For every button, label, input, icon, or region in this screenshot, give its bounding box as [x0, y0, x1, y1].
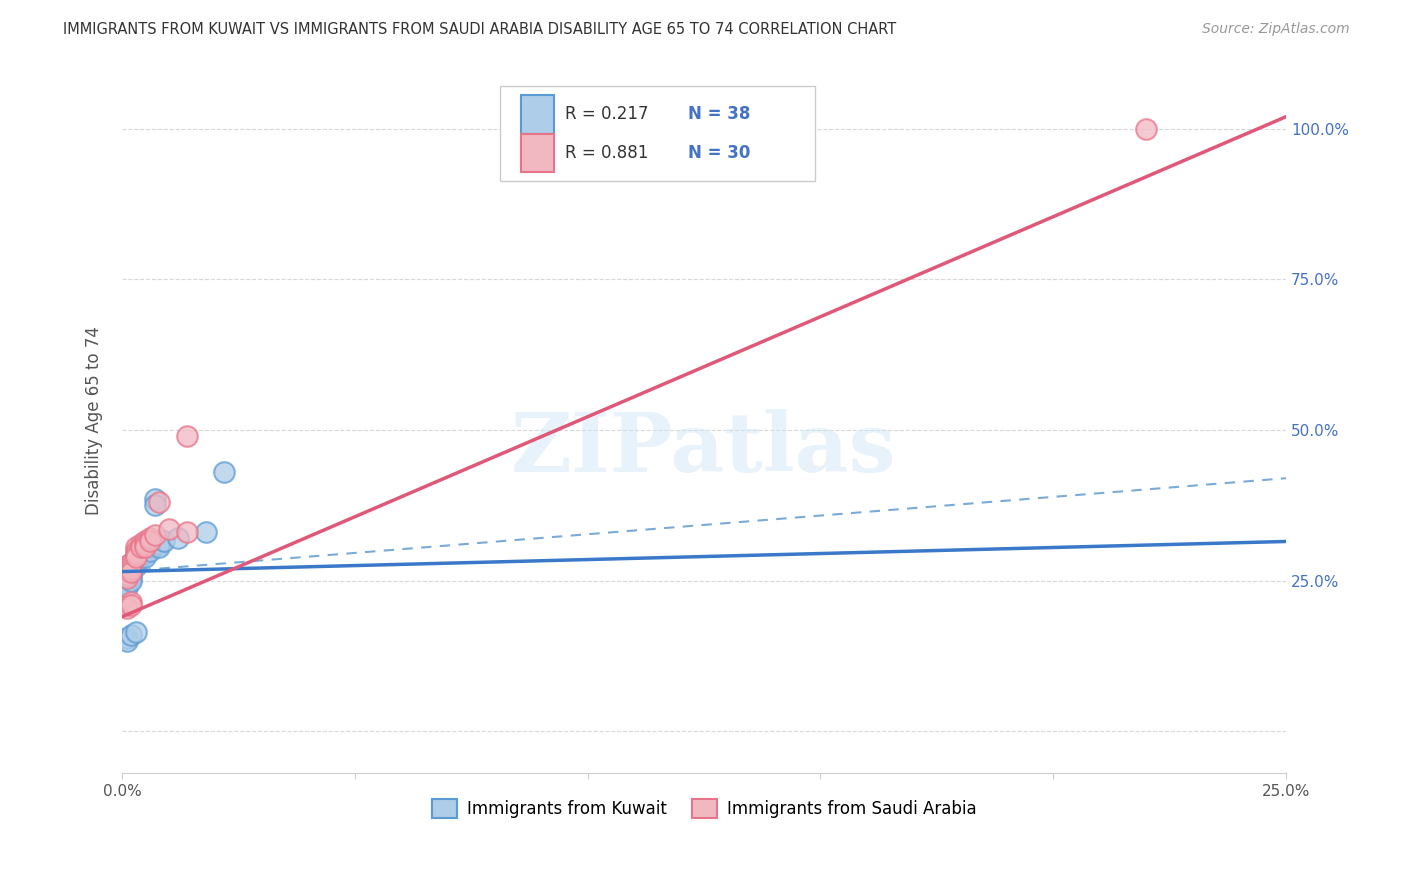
FancyBboxPatch shape [522, 134, 554, 172]
Point [115, 633, 138, 648]
Point [143, 528, 166, 542]
Point [115, 571, 138, 585]
Point [115, 598, 138, 612]
Point [153, 534, 176, 549]
Point [125, 543, 148, 558]
Point [120, 567, 142, 582]
Point [120, 571, 142, 585]
Point [120, 595, 142, 609]
Point [125, 624, 148, 639]
Y-axis label: Disability Age 65 to 74: Disability Age 65 to 74 [86, 326, 103, 516]
Point [176, 525, 198, 540]
Point [115, 580, 138, 594]
Point [115, 574, 138, 588]
Point [148, 537, 170, 551]
Point [115, 558, 138, 573]
Point [143, 492, 166, 507]
Point [139, 532, 162, 546]
Point [214, 465, 236, 479]
Point [134, 541, 156, 555]
Point [134, 549, 156, 564]
Point [125, 549, 148, 564]
Point [167, 532, 190, 546]
Text: R = 0.217: R = 0.217 [565, 105, 650, 123]
Point [148, 495, 170, 509]
Point [115, 576, 138, 591]
Point [134, 534, 156, 549]
Point [115, 631, 138, 645]
Point [115, 561, 138, 575]
FancyBboxPatch shape [522, 95, 554, 134]
Point [120, 565, 142, 579]
Point [139, 543, 162, 558]
Point [120, 598, 142, 612]
Text: Source: ZipAtlas.com: Source: ZipAtlas.com [1202, 22, 1350, 37]
Point [115, 558, 138, 573]
Text: N = 38: N = 38 [688, 105, 749, 123]
Point [125, 556, 148, 570]
Point [115, 565, 138, 579]
Point [176, 429, 198, 443]
Point [120, 574, 142, 588]
Point [129, 537, 152, 551]
Text: IMMIGRANTS FROM KUWAIT VS IMMIGRANTS FROM SAUDI ARABIA DISABILITY AGE 65 TO 74 C: IMMIGRANTS FROM KUWAIT VS IMMIGRANTS FRO… [63, 22, 897, 37]
Point [125, 558, 148, 573]
Point [120, 561, 142, 575]
Point [157, 523, 180, 537]
Legend: Immigrants from Kuwait, Immigrants from Saudi Arabia: Immigrants from Kuwait, Immigrants from … [425, 792, 983, 825]
Point [129, 547, 152, 561]
Point [139, 534, 162, 549]
Point [115, 571, 138, 585]
Point [120, 628, 142, 642]
Point [120, 558, 142, 573]
Point [134, 543, 156, 558]
Point [115, 567, 138, 582]
Point [143, 499, 166, 513]
Point [1135, 121, 1157, 136]
Point [120, 558, 142, 573]
Text: R = 0.881: R = 0.881 [565, 145, 650, 162]
Point [134, 537, 156, 551]
Point [134, 547, 156, 561]
Point [148, 541, 170, 555]
Point [120, 556, 142, 570]
Text: ZIPatlas: ZIPatlas [512, 409, 897, 489]
Point [115, 600, 138, 615]
Point [125, 541, 148, 555]
Point [115, 561, 138, 575]
FancyBboxPatch shape [501, 87, 814, 181]
Point [125, 549, 148, 564]
Point [120, 565, 142, 579]
Point [125, 547, 148, 561]
Point [120, 556, 142, 570]
Text: N = 30: N = 30 [688, 145, 749, 162]
Point [139, 541, 162, 555]
Point [120, 561, 142, 575]
Point [125, 552, 148, 566]
Point [115, 565, 138, 579]
Point [129, 541, 152, 555]
Point [194, 525, 217, 540]
Point [115, 567, 138, 582]
Point [129, 549, 152, 564]
